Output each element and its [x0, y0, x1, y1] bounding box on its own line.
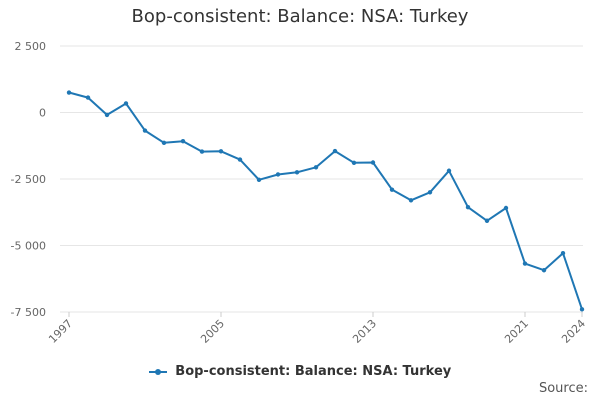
data-point-2008[interactable] — [275, 172, 281, 177]
legend-line-marker-icon — [148, 367, 167, 377]
data-point-2018[interactable] — [465, 204, 471, 210]
chart-title: Bop-consistent: Balance: NSA: Turkey — [131, 6, 469, 27]
x-tick-label: 2024 — [559, 317, 588, 346]
x-tick-label: 2005 — [198, 317, 227, 346]
data-point-2016[interactable] — [427, 190, 433, 195]
data-point-2000[interactable] — [123, 101, 129, 106]
x-tick-label: 2021 — [502, 317, 531, 346]
data-point-2002[interactable] — [161, 140, 167, 146]
data-point-2011[interactable] — [332, 148, 338, 154]
data-point-2007[interactable] — [256, 177, 262, 182]
y-tick-label: 0 — [39, 107, 46, 120]
data-point-2023[interactable] — [560, 251, 566, 256]
data-point-1997[interactable] — [66, 90, 72, 95]
data-point-2012[interactable] — [351, 160, 357, 165]
y-tick-label: -5 000 — [11, 240, 46, 253]
data-point-2017[interactable] — [446, 168, 452, 173]
data-point-2019[interactable] — [484, 218, 490, 223]
y-tick-label: -7 500 — [11, 306, 46, 319]
data-point-2014[interactable] — [389, 187, 395, 192]
data-point-2022[interactable] — [541, 268, 547, 273]
grid-layer — [60, 45, 583, 313]
legend[interactable]: Bop-consistent: Balance: NSA: Turkey — [0, 364, 600, 379]
data-point-2001[interactable] — [142, 128, 148, 133]
series-layer — [66, 90, 585, 312]
series-line[interactable] — [68, 91, 583, 310]
data-point-2013[interactable] — [370, 160, 376, 165]
y-axis-tick-labels: 2 500 0 -2 500 -5 000 -7 500 — [11, 40, 46, 319]
y-tick-label: -2 500 — [11, 173, 46, 186]
x-axis-tick-labels: 1997 2005 2013 2021 2024 — [46, 312, 588, 346]
data-point-2024[interactable] — [579, 307, 585, 312]
data-point-2004[interactable] — [199, 149, 205, 154]
data-point-1998[interactable] — [85, 95, 91, 100]
data-point-2003[interactable] — [180, 139, 186, 144]
source-label: Source: — [538, 381, 588, 396]
data-point-2006[interactable] — [237, 157, 243, 162]
data-point-2005[interactable] — [218, 149, 224, 154]
data-point-2010[interactable] — [313, 165, 319, 170]
y-tick-label: 2 500 — [15, 40, 47, 53]
data-point-2015[interactable] — [408, 198, 414, 203]
x-tick-label: 2013 — [350, 317, 379, 346]
legend-label: Bop-consistent: Balance: NSA: Turkey — [175, 364, 452, 379]
data-point-2009[interactable] — [294, 170, 300, 175]
data-point-2020[interactable] — [503, 205, 509, 211]
data-point-2021[interactable] — [522, 261, 528, 266]
x-tick-label: 1997 — [46, 317, 75, 346]
data-point-1999[interactable] — [104, 112, 110, 118]
